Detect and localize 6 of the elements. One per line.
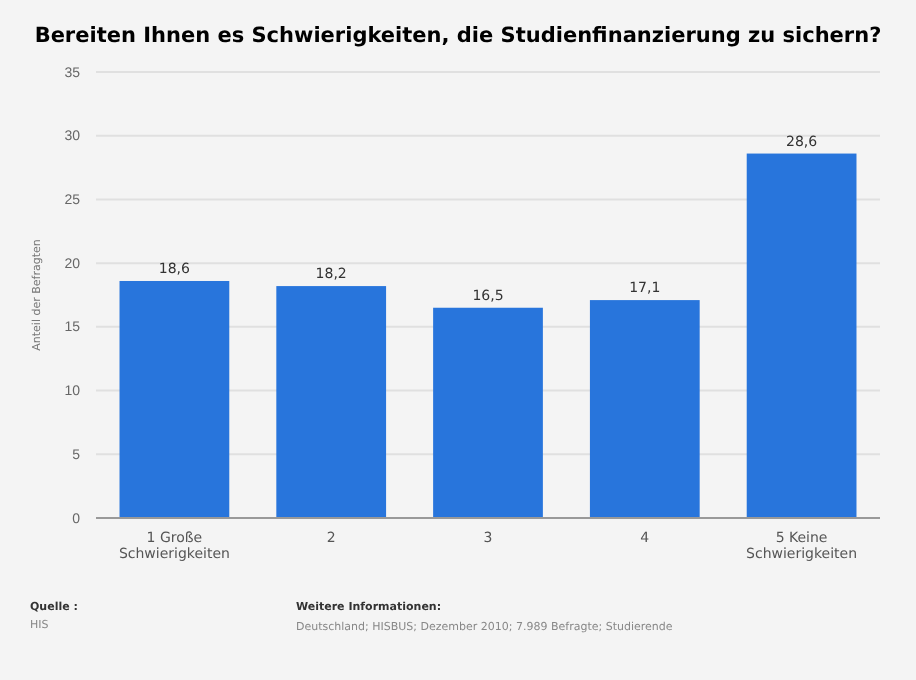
bar bbox=[746, 153, 857, 518]
bar bbox=[276, 286, 387, 518]
chart-title: Bereiten Ihnen es Schwierigkeiten, die Studienfinanzierung zu sichern? bbox=[34, 24, 882, 48]
bar bbox=[119, 280, 230, 518]
bar bbox=[433, 307, 543, 518]
bar bbox=[589, 300, 700, 518]
